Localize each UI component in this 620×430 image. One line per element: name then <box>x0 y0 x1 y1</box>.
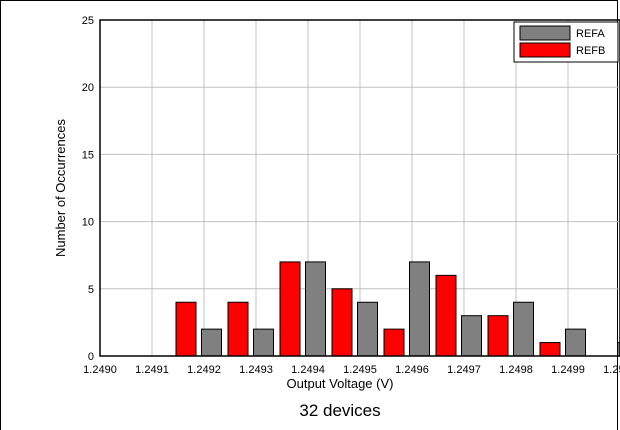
bar-refb <box>435 274 457 357</box>
bar-refa <box>461 315 482 357</box>
y-tick-label: 0 <box>88 351 94 363</box>
bars <box>175 261 620 357</box>
legend-label-refa: REFA <box>576 28 605 40</box>
bar-refb <box>227 301 249 357</box>
bar-refa <box>565 328 586 357</box>
y-tick-label: 25 <box>82 15 94 27</box>
legend: REFA REFB <box>513 21 619 63</box>
bar-refa <box>357 301 378 357</box>
x-tick-label: 1.2495 <box>343 364 377 376</box>
bar-refa <box>617 342 620 357</box>
bar-refb <box>175 301 197 357</box>
y-tick-labels: 0 5 10 15 20 25 <box>82 15 94 363</box>
bar-refa <box>253 328 274 357</box>
bar-refb <box>331 288 353 357</box>
plot-border <box>99 19 620 357</box>
y-tick-label: 15 <box>82 149 94 161</box>
chart-caption: 32 devices <box>299 401 380 420</box>
bar-refa <box>409 261 430 357</box>
x-tick-label: 1.2500 <box>603 364 620 376</box>
x-tick-labels: 1.2490 1.2491 1.2492 1.2493 1.2494 1.2495 1.24… <box>83 364 620 376</box>
y-axis-label: Number of Occurrences <box>53 119 68 257</box>
x-tick-label: 1.2493 <box>239 364 273 376</box>
y-tick-label: 20 <box>82 82 94 94</box>
bar-refa <box>201 328 222 357</box>
x-tick-label: 1.2494 <box>291 364 325 376</box>
bar-refb <box>539 342 561 357</box>
bar-refa <box>513 301 534 357</box>
legend-swatch-refb <box>519 42 571 58</box>
x-tick-label: 1.2491 <box>135 364 169 376</box>
y-tick-label: 10 <box>82 217 94 229</box>
x-axis-label: Output Voltage (V) <box>287 376 394 391</box>
x-tick-label: 1.2492 <box>187 364 221 376</box>
bar-refb <box>487 315 509 357</box>
bar-refb <box>383 328 405 357</box>
x-tick-label: 1.2497 <box>447 364 481 376</box>
bar-refb <box>279 261 301 357</box>
x-tick-label: 1.2496 <box>395 364 429 376</box>
x-tick-label: 1.2490 <box>83 364 117 376</box>
legend-label-refb: REFB <box>576 45 605 57</box>
bar-refa <box>305 261 326 357</box>
legend-swatch-refa <box>519 25 571 41</box>
x-tick-label: 1.2499 <box>551 364 585 376</box>
y-tick-label: 5 <box>88 284 94 296</box>
x-tick-label: 1.2498 <box>499 364 533 376</box>
